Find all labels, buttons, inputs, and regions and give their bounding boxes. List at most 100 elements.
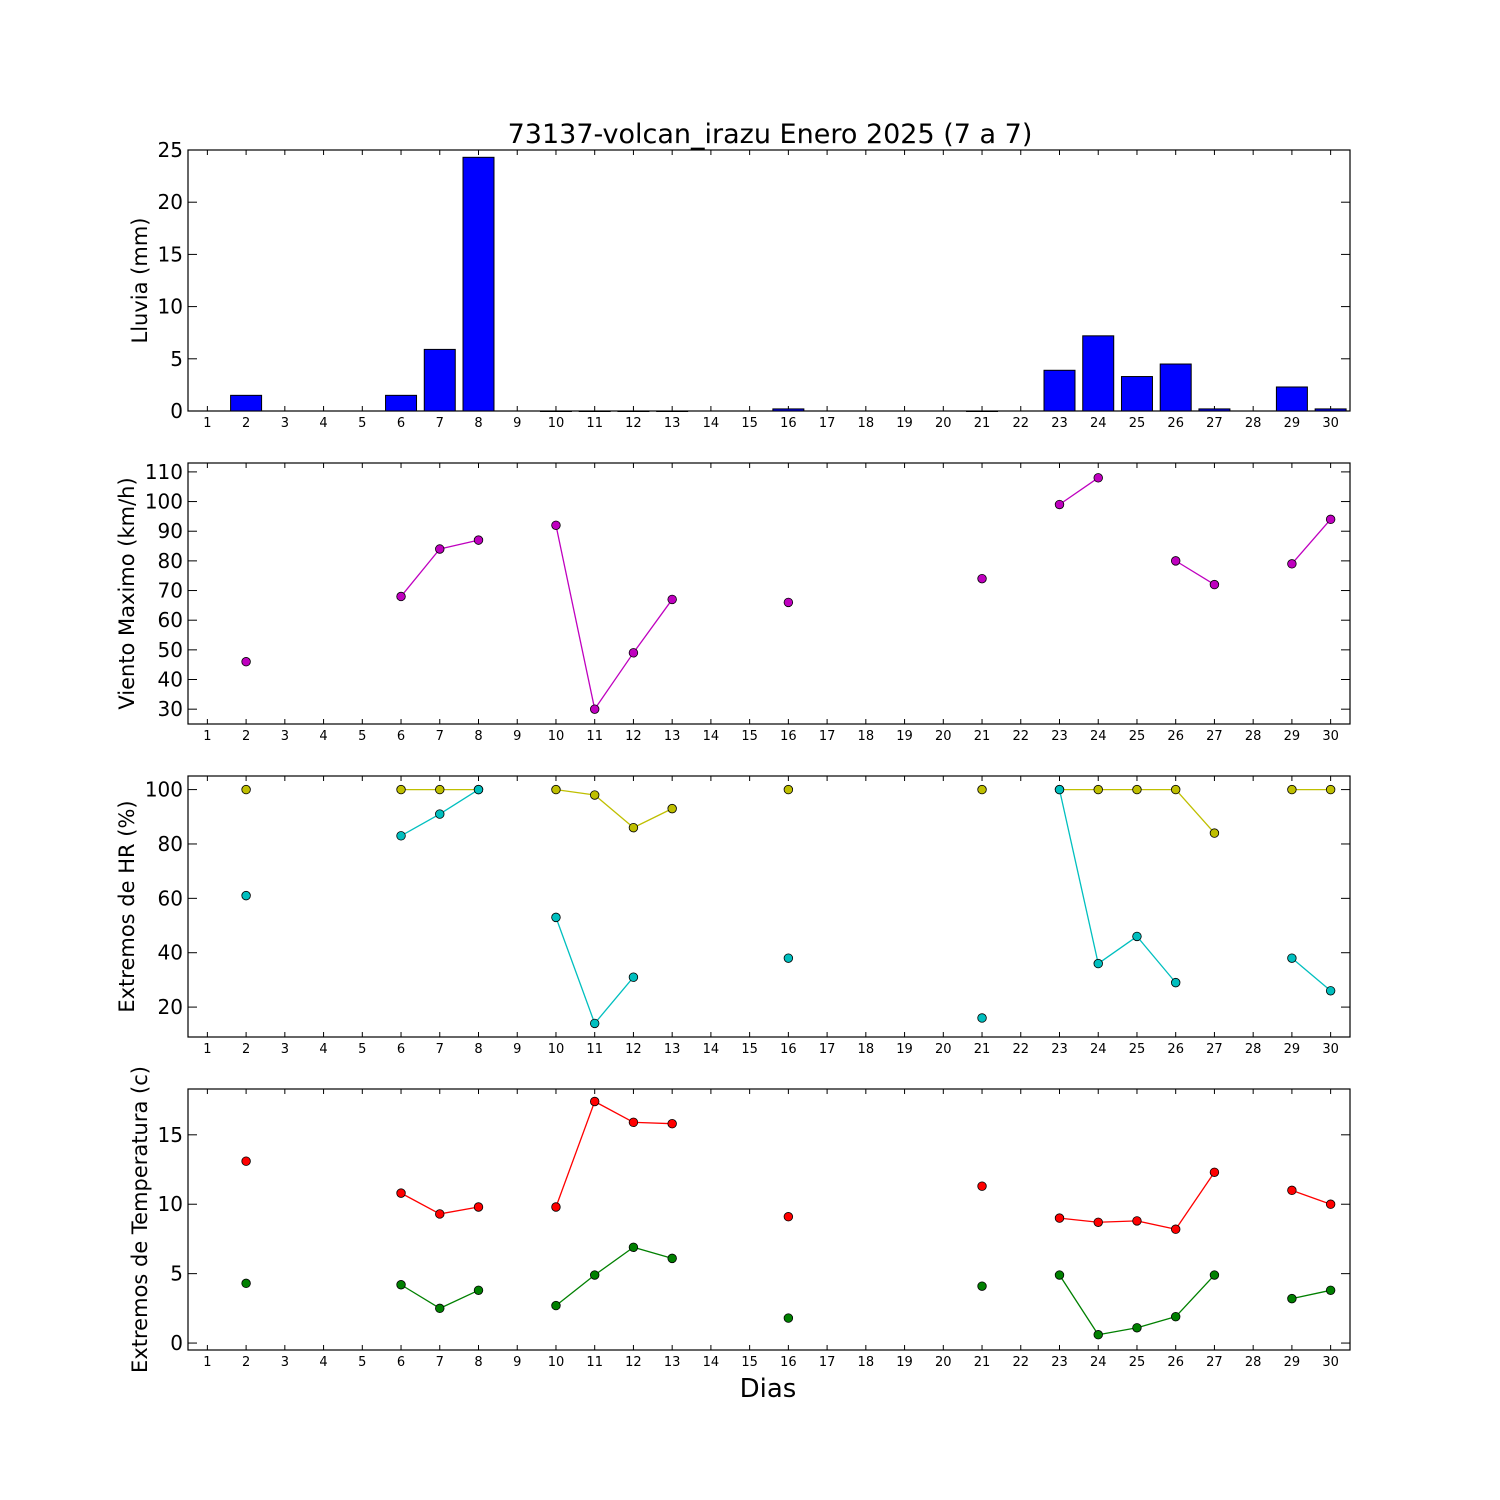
x-tick-label: 24: [1090, 729, 1107, 744]
series-line: [594, 652, 634, 710]
plot-frame: [187, 462, 1351, 725]
data-point: [783, 1212, 794, 1222]
y-tick-label: 80: [158, 832, 183, 856]
data-point: [1170, 1224, 1181, 1234]
x-tick-label: 18: [858, 1355, 875, 1370]
x-tick-label: 19: [896, 1042, 913, 1057]
x-tick-label: 4: [319, 416, 327, 431]
x-tick-label: 4: [319, 1042, 327, 1057]
y-tick-label: 0: [170, 399, 183, 423]
x-tick-label: 18: [858, 1042, 875, 1057]
x-tick-label: 8: [474, 729, 482, 744]
series-line: [1058, 1274, 1099, 1336]
data-point: [667, 1119, 677, 1129]
series-line: [633, 1121, 673, 1125]
series-line: [1291, 1289, 1331, 1300]
x-tick-label: 19: [896, 729, 913, 744]
x-tick-label: 29: [1284, 1355, 1301, 1370]
y-tick-label: 15: [158, 242, 183, 266]
data-point: [551, 520, 561, 530]
plot-frame: [187, 775, 1351, 1038]
x-tick-label: 1: [203, 1355, 211, 1370]
bar: [1314, 408, 1347, 412]
x-tick-label: 27: [1206, 1042, 1223, 1057]
x-tick-label: 28: [1245, 416, 1262, 431]
x-tick-label: 16: [780, 416, 797, 431]
y-tick-label: 110: [145, 460, 183, 484]
series-line: [594, 794, 634, 829]
x-tick-label: 4: [319, 729, 327, 744]
x-tick-label: 21: [974, 1042, 991, 1057]
x-tick-label: 9: [513, 1042, 521, 1057]
x-tick-label: 9: [513, 1355, 521, 1370]
data-point: [783, 1313, 794, 1323]
x-tick-label: 28: [1245, 729, 1262, 744]
x-tick-label: 14: [703, 416, 720, 431]
data-point: [473, 1285, 484, 1296]
x-tick-label: 15: [741, 416, 758, 431]
x-tick-label: 9: [513, 729, 521, 744]
data-point: [590, 1096, 600, 1107]
x-tick-label: 15: [741, 729, 758, 744]
x-tick-label: 29: [1284, 1042, 1301, 1057]
x-tick-label: 24: [1090, 416, 1107, 431]
panel-3: 1 2 3 4 5 6 7 8 9 10 11 12 13 14 15 16 17 18 19 20 21 22 23 24 2…: [115, 775, 1351, 1057]
x-tick-label: 30: [1322, 1355, 1339, 1370]
x-tick-label: 15: [741, 1355, 758, 1370]
data-point: [590, 1018, 600, 1029]
data-point: [396, 1280, 406, 1290]
x-tick-label: 17: [819, 416, 836, 431]
x-tick-label: 5: [358, 416, 366, 431]
x-tick-label: 1: [203, 1042, 211, 1057]
data-point: [1209, 579, 1220, 590]
series-line: [1175, 789, 1215, 834]
x-tick-label: 10: [548, 416, 565, 431]
y-tick-label: 100: [145, 778, 183, 802]
data-point: [396, 1188, 406, 1198]
bar: [1198, 408, 1231, 412]
x-tick-label: 4: [319, 1355, 327, 1370]
data-point: [590, 1270, 600, 1280]
x-tick-label: 17: [819, 1042, 836, 1057]
x-tick-label: 21: [974, 1355, 991, 1370]
data-point: [435, 544, 445, 554]
bar: [966, 410, 999, 412]
x-tick-label: 7: [436, 1355, 444, 1370]
x-axis-label: Dias: [740, 1374, 797, 1404]
series-line: [1291, 1189, 1331, 1205]
series-line: [1136, 1316, 1176, 1329]
x-tick-label: 22: [1012, 416, 1029, 431]
x-tick-label: 5: [358, 729, 366, 744]
y-tick-label: 20: [158, 995, 183, 1019]
data-point: [241, 1156, 251, 1166]
series-line: [439, 1289, 479, 1309]
data-point: [1287, 784, 1297, 795]
data-point: [1054, 1270, 1065, 1280]
x-tick-label: 25: [1129, 1042, 1146, 1057]
x-tick-label: 24: [1090, 1355, 1107, 1370]
bar: [423, 348, 456, 412]
data-point: [241, 657, 251, 667]
data-point: [1132, 931, 1142, 942]
data-point: [1170, 977, 1181, 988]
series-line: [1175, 1274, 1215, 1318]
x-tick-label: 8: [474, 1355, 482, 1370]
series-line: [439, 1206, 479, 1215]
data-point: [1287, 1185, 1297, 1196]
data-point: [473, 1202, 484, 1212]
x-tick-label: 22: [1012, 1355, 1029, 1370]
bar: [1159, 363, 1192, 412]
series-line: [1291, 957, 1332, 992]
y-tick-label: 20: [158, 190, 183, 214]
x-tick-label: 2: [242, 416, 250, 431]
data-point: [667, 1253, 677, 1264]
x-tick-label: 5: [358, 1042, 366, 1057]
x-tick-label: 26: [1167, 416, 1184, 431]
x-tick-label: 22: [1012, 1042, 1029, 1057]
x-tick-label: 3: [281, 1042, 289, 1057]
data-point: [1054, 499, 1065, 510]
x-tick-label: 17: [819, 1355, 836, 1370]
x-tick-label: 6: [397, 1042, 405, 1057]
y-tick-label: 90: [158, 519, 183, 543]
bar: [617, 410, 650, 412]
